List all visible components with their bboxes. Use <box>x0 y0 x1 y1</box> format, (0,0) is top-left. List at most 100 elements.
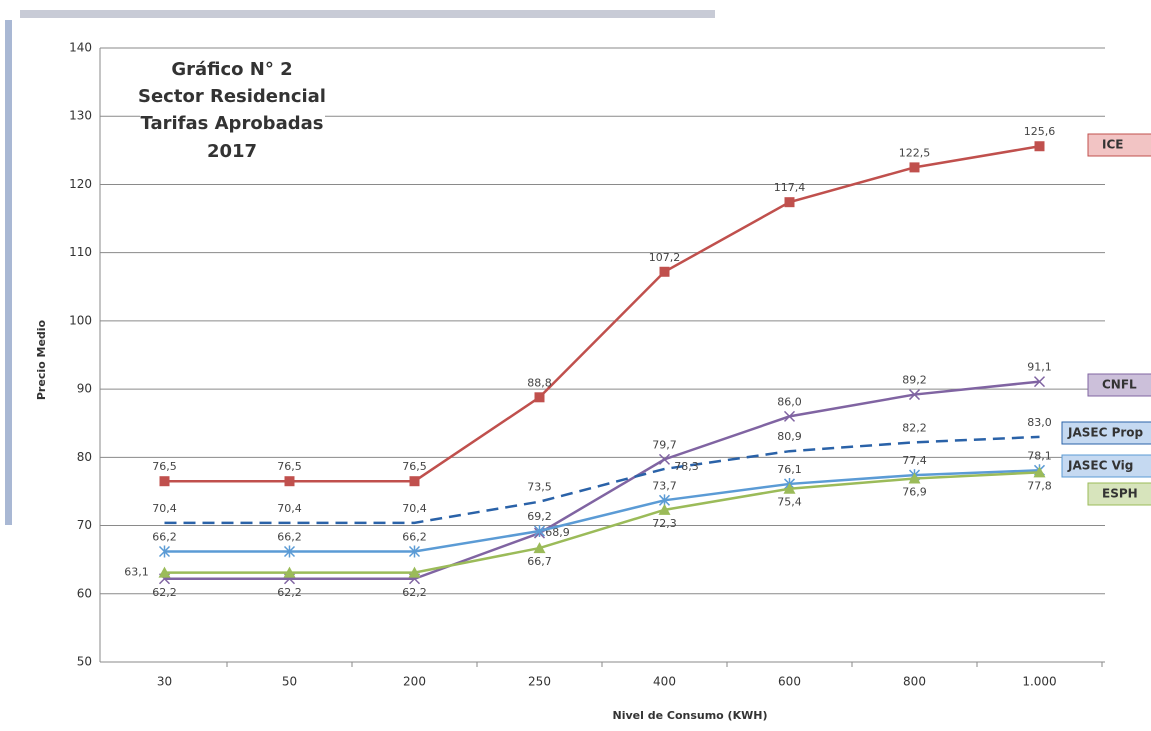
data-label: 122,5 <box>899 146 931 159</box>
data-label: 76,5 <box>152 460 177 473</box>
legend-label: ICE <box>1102 138 1123 152</box>
plot-area: 50 60 70 80 90 100 110 120 130 140 30 50 200 250 400 60… <box>69 41 1151 689</box>
x-axis-label: Nivel de Consumo (KWH) <box>613 709 768 722</box>
chart-title: Gráfico N° 2 <box>171 59 292 80</box>
marker <box>409 476 420 487</box>
marker <box>533 542 546 554</box>
data-label: 89,2 <box>902 374 927 387</box>
legend-box <box>1087 482 1151 506</box>
data-label: 88,8 <box>527 376 552 389</box>
data-label: 77,8 <box>1027 479 1052 492</box>
data-label: 70,4 <box>152 502 177 515</box>
data-label: 66,2 <box>152 530 177 543</box>
data-label: 83,0 <box>1027 416 1052 429</box>
data-label: 62,2 <box>152 586 177 599</box>
marker <box>1033 376 1046 388</box>
marker <box>158 545 171 558</box>
data-label: 80,9 <box>777 430 802 443</box>
y-tick-label: 80 <box>77 450 92 464</box>
y-tick-label: 110 <box>69 245 92 259</box>
data-label: 73,5 <box>527 481 552 494</box>
marker <box>159 476 170 487</box>
chart-title: 2017 <box>207 141 257 162</box>
x-tick-label: 250 <box>528 675 551 689</box>
data-label: 78,3 <box>674 460 699 473</box>
data-label: 70,4 <box>402 502 427 515</box>
scan-border-top <box>20 10 715 18</box>
data-label: 76,9 <box>902 485 927 498</box>
series-line <box>164 469 1040 553</box>
legend-box <box>1087 373 1151 397</box>
data-label: 82,2 <box>902 421 927 434</box>
marker <box>908 472 921 484</box>
data-label: 77,4 <box>902 454 927 467</box>
marker <box>659 266 670 277</box>
legend-label: JASEC Prop <box>1067 426 1144 440</box>
y-tick-label: 50 <box>77 655 92 669</box>
marker <box>408 545 421 558</box>
marker <box>408 566 421 578</box>
title-box <box>140 52 325 170</box>
data-label: 75,4 <box>777 496 802 509</box>
marker <box>1034 141 1045 152</box>
data-label: 69,2 <box>527 510 552 523</box>
data-label: 76,1 <box>777 463 802 476</box>
series-line <box>164 435 1040 525</box>
x-tick-label: 400 <box>653 675 676 689</box>
marker <box>284 476 295 487</box>
y-tick-label: 140 <box>69 41 92 55</box>
series-line <box>164 471 1040 574</box>
chart-title: Tarifas Aprobadas <box>141 113 324 134</box>
y-tick-label: 100 <box>69 313 92 327</box>
series-line <box>164 380 1040 581</box>
y-tick-label: 90 <box>77 382 92 396</box>
legend-box <box>1087 133 1151 157</box>
marker <box>783 410 796 422</box>
y-tick-label: 120 <box>69 177 92 191</box>
chart-title: Sector Residencial <box>138 86 326 107</box>
marker <box>783 482 796 494</box>
data-label: 76,5 <box>277 460 302 473</box>
marker <box>1033 466 1046 478</box>
data-label: 72,3 <box>652 517 677 530</box>
y-axis-label: Precio Medio <box>35 319 48 400</box>
y-tick-label: 70 <box>77 518 92 532</box>
data-label: 78,1 <box>1027 449 1052 462</box>
legend-label: ESPH <box>1102 487 1138 501</box>
x-tick-label: 200 <box>403 675 426 689</box>
legend-box <box>1061 454 1151 478</box>
data-label: 66,2 <box>402 530 427 543</box>
scan-border-left <box>5 20 12 525</box>
legend-label: CNFL <box>1102 378 1137 392</box>
marker <box>283 566 296 578</box>
data-label: 107,2 <box>649 251 681 264</box>
x-tick-label: 30 <box>157 675 172 689</box>
x-tick-label: 600 <box>778 675 801 689</box>
x-tick-label: 50 <box>282 675 297 689</box>
data-label: 73,7 <box>652 479 677 492</box>
legend-label: JASEC Vig <box>1067 459 1133 473</box>
marker <box>658 453 671 465</box>
marker <box>784 197 795 208</box>
data-label: 66,2 <box>277 530 302 543</box>
data-label: 63,1 <box>124 566 149 579</box>
y-tick-label: 60 <box>77 586 92 600</box>
data-label: 70,4 <box>277 502 302 515</box>
data-label: 66,7 <box>527 555 552 568</box>
marker <box>158 566 171 578</box>
data-label: 125,6 <box>1024 125 1056 138</box>
legend-box <box>1061 421 1151 445</box>
data-label: 86,0 <box>777 395 802 408</box>
data-label: 76,5 <box>402 460 427 473</box>
x-tick-label: 800 <box>903 675 926 689</box>
data-label: 79,7 <box>652 438 677 451</box>
x-tick-label: 1.000 <box>1022 675 1056 689</box>
marker <box>908 389 921 401</box>
marker <box>534 392 545 403</box>
data-label: 62,2 <box>402 586 427 599</box>
series-line <box>164 145 1040 483</box>
marker <box>909 162 920 173</box>
data-label: 91,1 <box>1027 361 1052 374</box>
y-tick-label: 130 <box>69 109 92 123</box>
